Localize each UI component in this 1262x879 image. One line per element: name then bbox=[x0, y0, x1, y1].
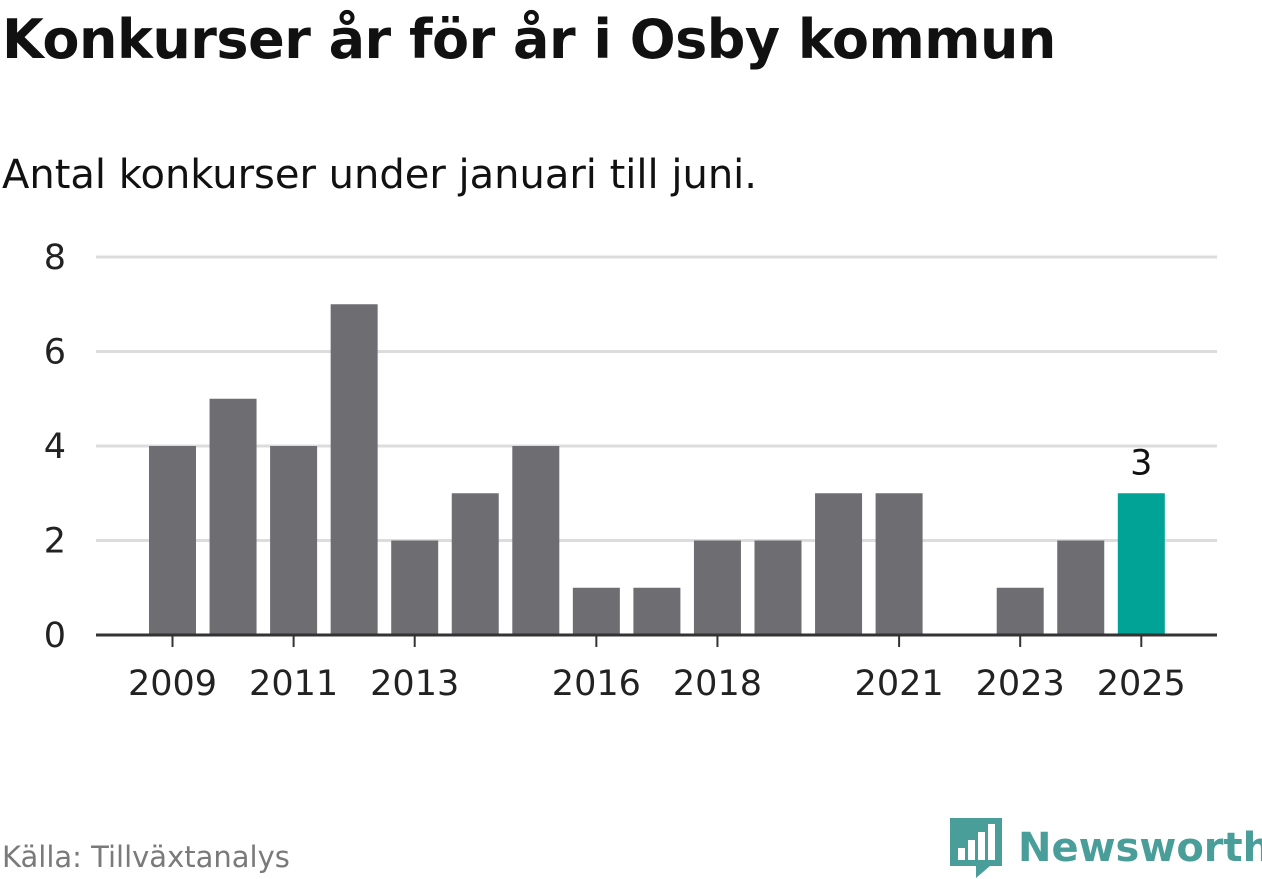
x-tick-label: 2016 bbox=[552, 664, 641, 704]
y-axis-ticks: 0 2 4 6 8 bbox=[44, 238, 66, 656]
bar-2020 bbox=[815, 493, 863, 635]
x-tick-label: 2018 bbox=[673, 664, 762, 704]
x-tick-label: 2009 bbox=[128, 664, 217, 704]
bar-2023 bbox=[996, 587, 1044, 635]
brand-name: Newsworthy bbox=[1018, 825, 1262, 871]
x-tick-label: 2011 bbox=[249, 664, 338, 704]
y-tick-label: 2 bbox=[44, 522, 66, 562]
x-tick-label: 2023 bbox=[976, 664, 1065, 704]
bar-2009 bbox=[149, 446, 196, 635]
source-note: Källa: Tillväxtanalys bbox=[2, 840, 290, 874]
bar-2018 bbox=[693, 540, 741, 635]
x-tick-label: 2013 bbox=[370, 664, 459, 704]
bar-2021 bbox=[875, 493, 923, 635]
bar-2017 bbox=[633, 587, 681, 635]
chart-subtitle: Antal konkurser under januari till juni. bbox=[2, 152, 757, 198]
y-tick-label: 8 bbox=[44, 238, 66, 278]
bar-2013 bbox=[391, 540, 439, 635]
x-tick-label: 2021 bbox=[855, 664, 944, 704]
x-tick-label: 2025 bbox=[1097, 664, 1186, 704]
bars bbox=[149, 304, 1165, 635]
y-tick-label: 4 bbox=[44, 427, 66, 467]
y-tick-label: 6 bbox=[44, 333, 66, 373]
data-labels: 3 bbox=[1130, 443, 1152, 483]
brand-logo: Newsworthy bbox=[950, 818, 1262, 878]
gridlines bbox=[96, 255, 1217, 542]
bar-2016 bbox=[572, 587, 620, 635]
data-label-2025: 3 bbox=[1130, 443, 1152, 483]
y-tick-label: 0 bbox=[44, 616, 66, 656]
x-axis-ticks: 2009 2011 2013 2016 2018 2021 2023 2025 bbox=[128, 635, 1186, 704]
bar-2011 bbox=[270, 446, 318, 635]
bar-2025 bbox=[1117, 493, 1165, 635]
bar-2015 bbox=[512, 446, 560, 635]
bar-2019 bbox=[754, 540, 802, 635]
bar-2012 bbox=[330, 304, 378, 635]
bar-2010 bbox=[209, 398, 257, 635]
bar-2024 bbox=[1057, 540, 1105, 635]
newsworthy-logo-icon bbox=[950, 818, 1002, 878]
bar-2014 bbox=[451, 493, 499, 635]
chart-title: Konkurser år för år i Osby kommun bbox=[2, 8, 1056, 71]
